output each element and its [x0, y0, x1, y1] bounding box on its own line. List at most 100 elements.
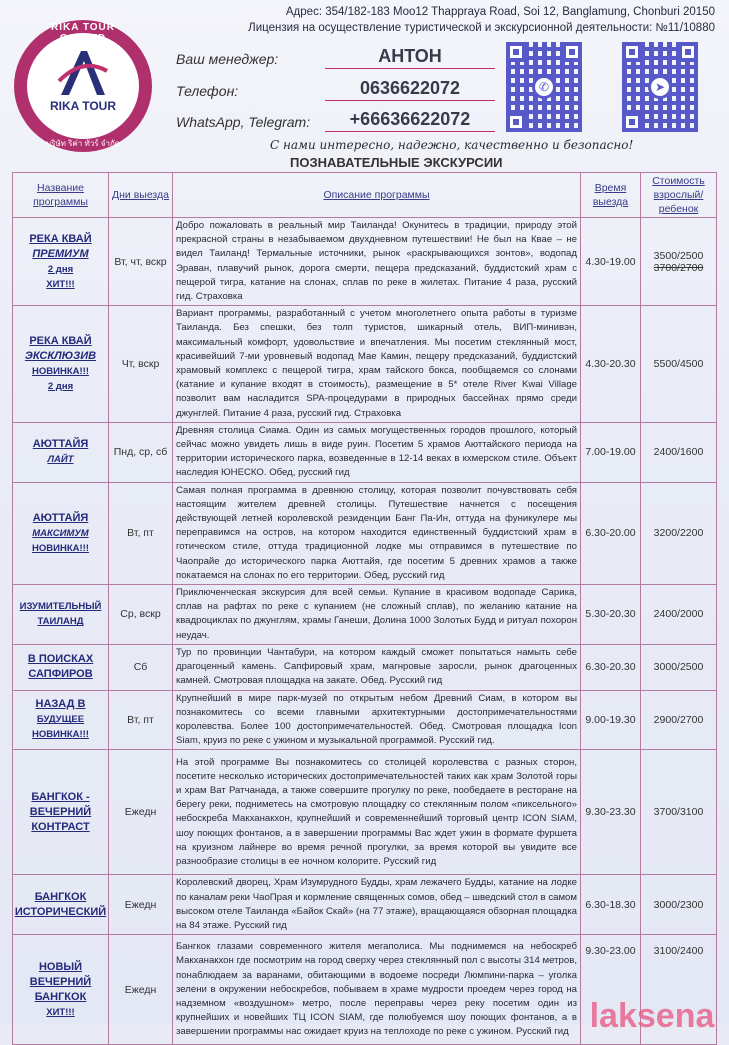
- departure-days: Вт, пт: [108, 481, 173, 586]
- program-name-line: РЕКА КВАЙ: [29, 335, 92, 348]
- logo-brand-text: RIKA TOUR: [50, 99, 116, 113]
- program-name: БАНГКОК - ВЕЧЕРНИЙ КОНТРАСТ: [12, 749, 109, 876]
- license: Лицензия на осуществление туристической …: [248, 22, 715, 34]
- program-name: ИЗУМИТЕЛЬНЫЙ ТАИЛАНД: [12, 584, 109, 645]
- program-name-line: ИСТОРИЧЕСКИЙ: [14, 905, 107, 918]
- program-name-line: ВЕЧЕРНИЙ: [29, 975, 92, 988]
- table-header-row: Название программы Дни выезда Описание п…: [12, 172, 717, 218]
- slogan: С нами интересно, надежно, качественно и…: [270, 138, 634, 152]
- whatsapp-qr-code[interactable]: ✆: [506, 42, 582, 132]
- program-name-line: ЭКСКЛЮЗИВ: [24, 350, 97, 363]
- departure-days: Вт, чт, вскр: [108, 216, 173, 307]
- whatsapp-icon: ✆: [532, 75, 556, 99]
- program-name: НАЗАД В БУДУЩЕЕ НОВИНКА!!!: [12, 689, 109, 751]
- price-current: 3500/2500: [653, 249, 704, 262]
- price-current: 3100/2400: [653, 945, 704, 958]
- program-description: Добро пожаловать в реальный мир Таиланда…: [172, 216, 581, 307]
- price: 2900/2700: [640, 689, 717, 751]
- departure-days: Ежедн: [108, 874, 173, 936]
- program-description: На этой программе Вы познакомитесь со ст…: [172, 749, 581, 876]
- program-description: Крупнейший в мире парк-музей по открытым…: [172, 689, 581, 751]
- departure-time: 9.30-23.30: [580, 749, 641, 876]
- program-description: Королевский дворец, Храм Изумрудного Буд…: [172, 874, 581, 936]
- table-row: РЕКА КВАЙ ПРЕМИУМ 2 дня ХИТ!!! Вт, чт, вскр Д…: [12, 216, 717, 307]
- program-name-line: НОВИНКА!!!: [32, 729, 89, 741]
- table-row: АЮТТАЙЯ МАКСИМУМ НОВИНКА!!! Вт, пт Самая пол…: [12, 481, 717, 586]
- header-name: Название программы: [12, 172, 109, 218]
- manager-value: АНТОН: [325, 46, 495, 69]
- logo-arch-icon: [57, 51, 109, 95]
- price-current: 2900/2700: [653, 713, 704, 726]
- program-name: В ПОИСКАХ САПФИРОВ: [12, 643, 109, 691]
- program-name-line: МАКСИМУМ: [32, 527, 89, 539]
- program-name-line: НАЗАД В: [35, 698, 86, 711]
- price-current: 2400/2000: [653, 608, 704, 621]
- program-name: АЮТТАЙЯ ЛАЙТ: [12, 421, 109, 483]
- program-name-line: ПРЕМИУМ: [32, 247, 89, 260]
- price-current: 3700/3100: [653, 806, 704, 819]
- price-current: 5500/4500: [653, 358, 704, 371]
- header-days: Дни выезда: [108, 172, 173, 218]
- departure-time: 9.30-23.00 laksena: [580, 934, 714, 1045]
- watermark: laksena: [589, 997, 715, 1036]
- program-name-line: АЮТТАЙЯ: [32, 511, 89, 524]
- departure-time: 6.30-20.30: [580, 643, 641, 691]
- program-name-line: АЮТТАЙЯ: [32, 438, 89, 451]
- price: 2400/1600: [640, 421, 717, 483]
- price-current: 2400/1600: [653, 446, 704, 459]
- program-name: НОВЫЙ ВЕЧЕРНИЙ БАНГКОК ХИТ!!!: [12, 934, 109, 1045]
- address: Адрес: 354/182-183 Moo12 Thappraya Road,…: [285, 6, 715, 18]
- departure-days: Чт, вскр: [108, 305, 173, 423]
- logo-ring-top-text: RIKA TOUR CO.,LTD: [51, 22, 115, 44]
- price: 3200/2200: [640, 481, 717, 586]
- departure-days: Ежедн: [108, 934, 173, 1045]
- departure-time-text: 9.30-23.00: [585, 945, 636, 958]
- table-row: ИЗУМИТЕЛЬНЫЙ ТАИЛАНД Ср, вскр Приключенческ…: [12, 584, 717, 645]
- departure-days: Вт, пт: [108, 689, 173, 751]
- header-description: Описание программы: [172, 172, 581, 218]
- departure-days: Пнд, ср, сб: [108, 421, 173, 483]
- telegram-qr-code[interactable]: ➤: [622, 42, 698, 132]
- manager-label: Ваш менеджер:: [176, 51, 279, 67]
- program-name-line: ТАИЛАНД: [37, 616, 84, 628]
- telegram-icon: ➤: [648, 75, 672, 99]
- phone-value: 0636622072: [325, 78, 495, 101]
- table-row: РЕКА КВАЙ ЭКСКЛЮЗИВ НОВИНКА!!! 2 дня Чт, вск…: [12, 305, 717, 423]
- company-info: Адрес: 354/182-183 Moo12 Thappraya Road,…: [248, 4, 715, 36]
- program-description: Древняя столица Сиама. Один из самых мог…: [172, 421, 581, 483]
- logo-ring-bottom-text: บริษัท ริค่า ทัวร์ จำกัด: [45, 139, 120, 148]
- table-row: БАНГКОК - ВЕЧЕРНИЙ КОНТРАСТ Ежедн На этой пр…: [12, 749, 717, 876]
- program-name-line: БАНГКОК -: [31, 790, 90, 803]
- departure-time-text: 9.30-23.30: [585, 806, 636, 819]
- program-name-line: ХИТ!!!: [46, 278, 75, 290]
- program-description: Тур по провинции Чантабури, на котором к…: [172, 643, 581, 691]
- table-row: АЮТТАЙЯ ЛАЙТ Пнд, ср, сб Древняя столица Си…: [12, 421, 717, 483]
- departure-time-text: 6.30-20.00: [585, 527, 636, 540]
- program-name: БАНГКОК ИСТОРИЧЕСКИЙ: [12, 874, 109, 936]
- program-name-line: КОНТРАСТ: [31, 820, 90, 833]
- departure-time-text: 4.30-19.00: [585, 255, 636, 268]
- rika-tour-logo: RIKA TOUR CO.,LTD RIKA TOUR บริษัท ริค่า…: [14, 20, 152, 152]
- program-name-line: ИЗУМИТЕЛЬНЫЙ: [19, 601, 102, 613]
- departure-time: 4.30-20.30: [580, 305, 641, 423]
- page-title: ПОЗНАВАТЕЛЬНЫЕ ЭКСКУРСИИ: [290, 155, 503, 170]
- header-time: Время выезда: [580, 172, 641, 218]
- departure-time: 6.30-20.00: [580, 481, 641, 586]
- program-name-line: НОВИНКА!!!: [32, 366, 89, 378]
- departure-time-text: 6.30-18.30: [585, 898, 636, 911]
- departure-time: 4.30-19.00: [580, 216, 641, 307]
- price-current: 3000/2300: [653, 898, 704, 911]
- departure-time-text: 7.00-19.00: [585, 446, 636, 459]
- phone-label: Телефон:: [176, 83, 239, 99]
- program-name-line: 2 дня: [47, 263, 74, 275]
- program-name: АЮТТАЙЯ МАКСИМУМ НОВИНКА!!!: [12, 481, 109, 586]
- price-current: 3200/2200: [653, 527, 704, 540]
- program-name-line: РЕКА КВАЙ: [29, 232, 92, 245]
- program-name-line: БАНГКОК: [34, 990, 87, 1003]
- program-name-line: В ПОИСКАХ: [27, 653, 94, 666]
- departure-time: 7.00-19.00: [580, 421, 641, 483]
- header-price: Стоимость взрослый/ ребенок: [640, 172, 717, 218]
- departure-days: Ср, вскр: [108, 584, 173, 645]
- program-name: РЕКА КВАЙ ПРЕМИУМ 2 дня ХИТ!!!: [12, 216, 109, 307]
- table-row: БАНГКОК ИСТОРИЧЕСКИЙ Ежедн Королевский двор…: [12, 874, 717, 936]
